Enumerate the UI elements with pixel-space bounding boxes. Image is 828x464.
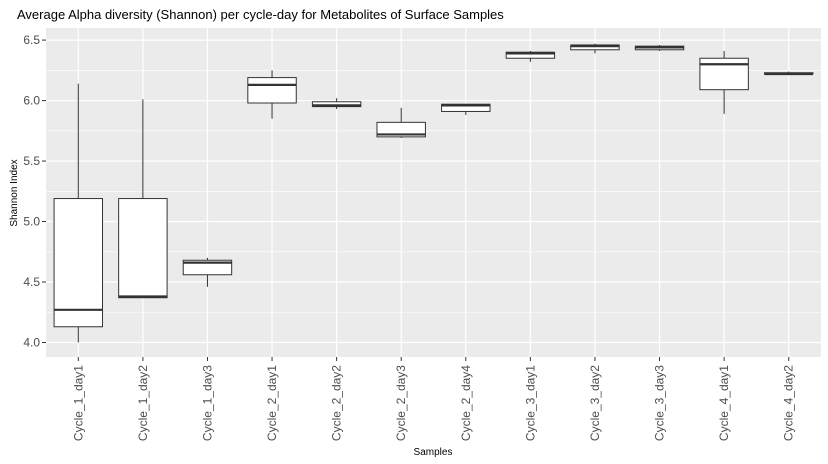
x-tick-label: Cycle_2_day4 [459,365,473,441]
grid-lines [46,28,821,357]
box-Cycle_2_day1 [247,70,297,119]
box-rect [118,198,168,299]
box-rect [699,57,749,91]
x-tick-label: Cycle_4_day2 [782,365,796,441]
y-tick-label: 6.5 [23,33,40,47]
x-axis: Cycle_1_day1 Cycle_1_day2 Cycle_1_day3 Cycl… [71,357,796,441]
box-rect [570,44,620,51]
x-tick-label: Cycle_3_day2 [588,365,602,441]
box-Cycle_3_day1 [505,50,556,62]
box-Cycle_1_day1 [53,83,104,343]
y-tick-label: 6.0 [23,94,40,108]
box-Cycle_1_day3 [182,257,233,287]
box-Cycle_2_day2 [311,98,362,110]
box-Cycle_4_day2 [763,71,814,76]
box-Cycle_2_day3 [376,107,426,139]
box-rect [441,103,491,112]
box-Cycle_1_day2 [118,99,168,299]
box-Cycle_2_day4 [441,103,491,116]
x-tick-label: Cycle_1_day2 [136,365,150,441]
x-tick-label: Cycle_1_day3 [200,365,214,441]
box-rect [376,121,426,138]
box-rect [311,101,362,108]
box-rect [505,51,556,59]
x-tick-label: Cycle_2_day1 [265,365,279,441]
box-rect [53,198,104,328]
y-tick-label: 4.5 [23,275,40,289]
y-axis-label: Shannon Index [9,159,20,226]
x-tick-label: Cycle_3_day1 [523,365,537,441]
y-axis: 4.0 4.5 5.0 5.5 6.0 6.5 [23,33,46,349]
x-tick-label: Cycle_2_day3 [394,365,408,441]
chart-title: Average Alpha diversity (Shannon) per cy… [17,7,504,22]
x-tick-label: Cycle_2_day2 [330,365,344,441]
x-tick-label: Cycle_4_day1 [717,365,731,441]
boxes-layer [53,43,814,343]
x-tick-label: Cycle_1_day1 [71,365,85,441]
box-Cycle_4_day1 [699,50,749,114]
plot-panel [46,28,821,357]
x-axis-label: Samples [414,447,453,458]
y-tick-label: 4.0 [23,335,40,349]
box-rect [182,259,233,276]
y-tick-label: 5.0 [23,215,40,229]
box-Cycle_3_day2 [570,43,620,54]
box-rect [247,77,297,104]
y-tick-label: 5.5 [23,154,40,168]
x-tick-label: Cycle_3_day3 [653,365,667,441]
box-Cycle_3_day3 [634,44,685,51]
